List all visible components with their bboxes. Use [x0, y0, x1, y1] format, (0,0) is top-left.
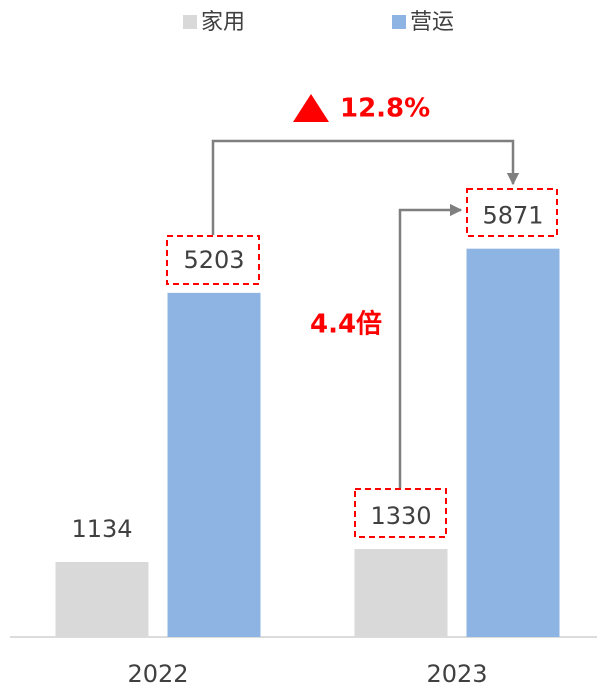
highlight-box [166, 235, 260, 285]
growth-annotation: 12.8% [340, 94, 430, 124]
bar [466, 248, 560, 637]
data-label: 5203 [183, 246, 244, 274]
bar [167, 292, 261, 637]
legend-swatch [183, 15, 197, 29]
legend-swatch [392, 15, 406, 29]
data-label: 5871 [482, 202, 543, 230]
arrows [211, 139, 520, 488]
ratio-annotation: 4.4倍 [310, 309, 382, 340]
bar [354, 549, 448, 637]
bar [55, 561, 149, 637]
legend-label: 家用 [201, 10, 245, 35]
growth-arrow [211, 139, 520, 235]
x-tick-label: 2022 [127, 660, 188, 688]
up-triangle [293, 94, 329, 122]
data-label: 1330 [370, 502, 431, 530]
legend-label: 营运 [410, 10, 454, 35]
data-label: 1134 [71, 515, 132, 543]
highlight-box [354, 488, 447, 538]
x-tick-label: 2023 [426, 660, 487, 688]
highlight-box [466, 188, 558, 237]
ratio-arrow [398, 203, 463, 488]
highlight-boxes [166, 188, 558, 538]
